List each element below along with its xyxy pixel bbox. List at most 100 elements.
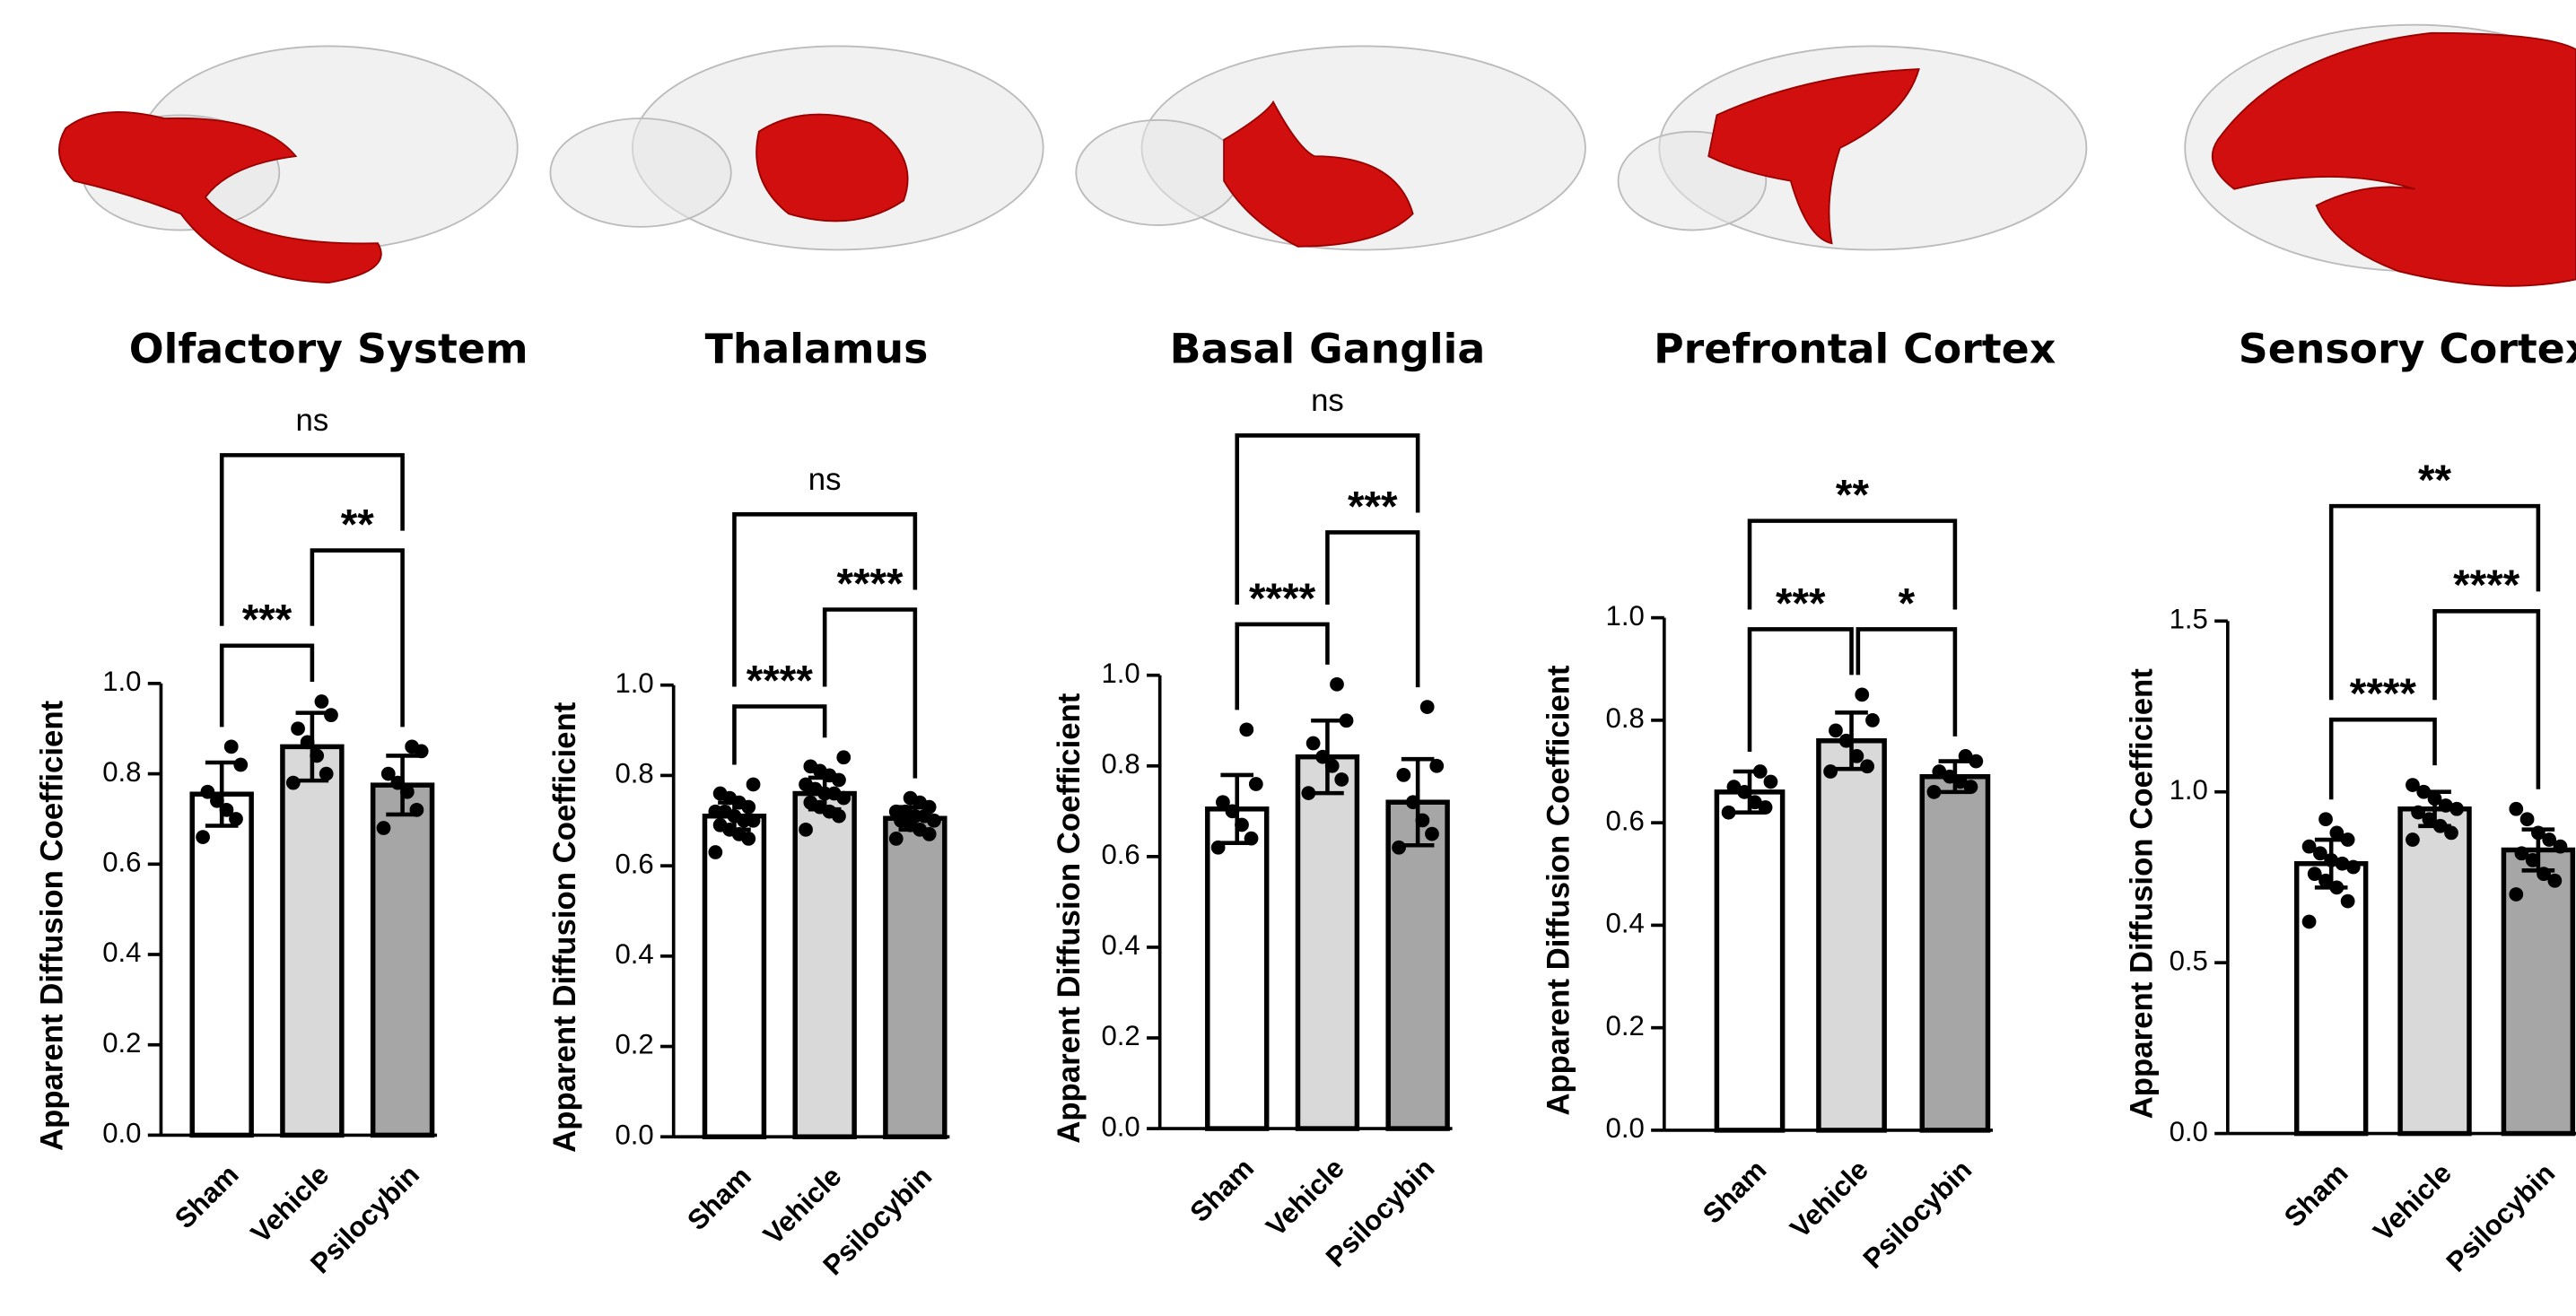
- y-tick-label: 0.4: [615, 938, 653, 970]
- data-point: [1425, 827, 1439, 841]
- data-point: [1823, 764, 1838, 779]
- panel: Sensory Cortex Apparent Diffusion Coeffic…: [2126, 326, 2576, 1278]
- data-point: [1396, 768, 1410, 782]
- panel: Thalamus Apparent Diffusion Coefficient 0.…: [548, 326, 949, 1282]
- data-point: [713, 787, 728, 801]
- y-axis-label: Apparent Diffusion Coefficient: [1542, 665, 1576, 1116]
- significance-bracket: [734, 707, 825, 765]
- bar: [2400, 809, 2469, 1134]
- data-point: [1860, 759, 1874, 773]
- bar: [1297, 757, 1357, 1129]
- data-point: [2308, 867, 2322, 881]
- data-point: [836, 750, 851, 764]
- brain-renderings: [59, 25, 2576, 286]
- x-tick-label: Sham: [1697, 1154, 1773, 1230]
- data-point: [2509, 887, 2523, 902]
- significance-label: *: [1899, 580, 1916, 627]
- data-point: [1932, 764, 1946, 779]
- significance-label: ***: [242, 597, 293, 644]
- x-tick-label: Sham: [169, 1159, 245, 1235]
- significance-label: **: [1836, 472, 1870, 519]
- data-point: [224, 740, 239, 754]
- data-point: [196, 830, 210, 844]
- significance-label: ****: [2350, 670, 2417, 718]
- y-tick-label: 0.6: [615, 848, 653, 879]
- bar: [192, 794, 251, 1135]
- panel-title: Thalamus: [705, 326, 929, 373]
- significance-label: **: [341, 501, 375, 549]
- x-tick-label: Vehicle: [245, 1159, 336, 1250]
- y-axis-label: Apparent Diffusion Coefficient: [36, 700, 70, 1151]
- bar: [1716, 792, 1782, 1130]
- data-point: [799, 823, 813, 837]
- brain-olfactory: [59, 46, 518, 283]
- y-tick-label: 0.0: [615, 1119, 653, 1150]
- data-point: [1249, 777, 1263, 791]
- y-tick-label: 0.0: [1606, 1112, 1645, 1144]
- x-tick-label: Vehicle: [1784, 1154, 1874, 1244]
- bar: [704, 816, 764, 1137]
- data-point: [1239, 722, 1253, 736]
- x-tick-label: Sham: [2278, 1157, 2354, 1233]
- data-point: [904, 791, 918, 806]
- data-point: [2341, 894, 2355, 909]
- y-tick-label: 0.2: [102, 1027, 141, 1059]
- data-point: [315, 694, 329, 709]
- data-point: [324, 708, 338, 722]
- data-point: [747, 778, 761, 792]
- data-point: [2515, 846, 2529, 860]
- significance-bracket: [2435, 611, 2538, 789]
- data-point: [803, 759, 817, 773]
- y-tick-label: 0.2: [615, 1029, 653, 1060]
- data-point: [1727, 780, 1742, 794]
- bar: [1819, 741, 1884, 1130]
- bar: [283, 746, 342, 1135]
- bar: [886, 818, 945, 1137]
- y-tick-label: 1.0: [615, 667, 653, 699]
- bar: [795, 794, 854, 1137]
- x-tick-label: Sham: [1183, 1152, 1260, 1228]
- data-point: [377, 821, 391, 835]
- data-point: [1334, 772, 1349, 787]
- y-tick-label: 1.0: [2170, 774, 2208, 806]
- data-point: [708, 845, 722, 859]
- y-axis-label: Apparent Diffusion Coefficient: [2126, 668, 2160, 1120]
- significance-label: ****: [1249, 575, 1316, 623]
- panel: Prefrontal Cortex Apparent Diffusion Coef…: [1542, 326, 2056, 1275]
- significance-label: ****: [2453, 562, 2520, 609]
- significance-label: ***: [1776, 580, 1826, 627]
- data-point: [1216, 795, 1230, 809]
- brain-thalamus: [550, 46, 1043, 249]
- significance-label: **: [2418, 457, 2452, 504]
- data-point: [1829, 723, 1843, 737]
- panel-title: Sensory Cortex: [2239, 326, 2576, 373]
- y-tick-label: 0.6: [1606, 805, 1645, 836]
- data-point: [1865, 713, 1880, 728]
- data-point: [291, 721, 305, 736]
- y-axis-label: Apparent Diffusion Coefficient: [1052, 693, 1087, 1144]
- bar: [1922, 777, 1987, 1130]
- y-tick-label: 0.4: [1101, 929, 1140, 961]
- data-point: [286, 776, 301, 790]
- data-point: [1330, 677, 1344, 692]
- panel-title: Prefrontal Cortex: [1654, 326, 2056, 373]
- y-tick-label: 0.0: [1101, 1111, 1140, 1142]
- y-axis-label: Apparent Diffusion Coefficient: [548, 702, 582, 1153]
- significance-label: ns: [296, 404, 329, 438]
- y-tick-label: 0.6: [102, 847, 141, 878]
- brain-sensory: [2185, 25, 2576, 286]
- panel-title: Basal Ganglia: [1170, 326, 1486, 373]
- significance-label: ns: [1311, 384, 1344, 418]
- data-point: [2302, 840, 2317, 854]
- y-tick-label: 0.6: [1101, 839, 1140, 870]
- data-point: [2406, 778, 2420, 792]
- data-point: [405, 740, 419, 754]
- data-point: [2411, 806, 2425, 820]
- data-point: [2318, 812, 2333, 826]
- significance-label: ****: [747, 657, 814, 704]
- data-point: [1855, 687, 1869, 702]
- x-tick-label: Vehicle: [757, 1161, 848, 1251]
- data-point: [889, 832, 904, 846]
- significance-bracket: [1327, 532, 1418, 687]
